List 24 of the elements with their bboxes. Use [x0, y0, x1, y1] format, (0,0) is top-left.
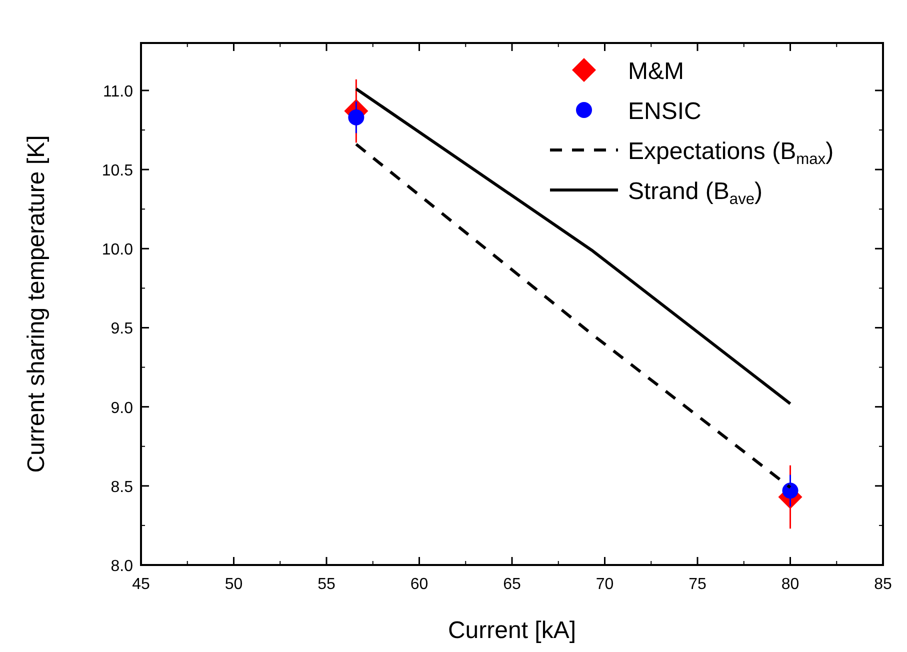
x-tick-label: 45 — [132, 576, 150, 593]
x-tick-label: 55 — [318, 576, 336, 593]
x-tick-label: 50 — [224, 576, 243, 593]
y-tick-label: 8.5 — [110, 478, 134, 496]
y-tick-label: 9.5 — [110, 320, 134, 338]
y-axis-title: Current sharing temperature [K] — [23, 135, 50, 473]
x-tick-label: 85 — [874, 576, 892, 593]
x-axis-title: Current [kA] — [448, 617, 576, 644]
legend-label: Strand (B$_{ave}$) — [628, 178, 763, 208]
legend-label: ENSIC — [628, 98, 702, 125]
x-tick-label: 65 — [503, 576, 521, 593]
legend-label: M&M — [628, 58, 684, 85]
y-tick-label: 10.5 — [102, 162, 134, 180]
x-tick-label: 60 — [410, 576, 428, 593]
y-tick-label: 10.0 — [102, 242, 134, 259]
x-tick-label: 75 — [688, 576, 706, 593]
point — [348, 109, 364, 126]
legend-label: Expectations (B$_{max}$) — [628, 138, 834, 168]
x-tick-label: 80 — [781, 576, 800, 593]
point — [782, 482, 798, 499]
y-tick-label: 11.0 — [103, 83, 134, 100]
y-tick-label: 9.0 — [110, 400, 134, 417]
y-tick-label: 8.0 — [110, 558, 134, 575]
x-tick-label: 70 — [596, 576, 614, 593]
